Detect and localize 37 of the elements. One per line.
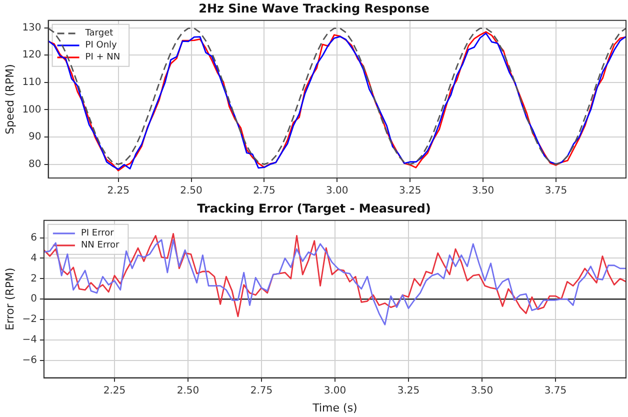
- x-tick-label: 3.75: [544, 186, 568, 197]
- x-tick-label: 3.75: [544, 385, 567, 396]
- x-tick-label: 3.25: [398, 186, 422, 197]
- y-tick-label: 6: [30, 232, 37, 244]
- y-tick-label: −6: [22, 355, 37, 366]
- y-axis-title: Speed (RPM): [3, 64, 16, 134]
- x-tick-label: 2.75: [250, 385, 273, 396]
- y-tick-label: 130: [22, 22, 42, 34]
- x-tick-label: 2.50: [180, 186, 202, 197]
- legend-label: PI + NN: [85, 52, 120, 63]
- x-tick-label: 3.50: [470, 385, 494, 396]
- x-tick-label: 2.50: [176, 385, 200, 396]
- y-tick-label: −2: [22, 314, 37, 326]
- x-tick-label: 2.75: [253, 186, 276, 197]
- legend-label: NN Error: [80, 240, 120, 251]
- x-tick-label: 3.25: [397, 385, 420, 396]
- legend-label: PI Only: [85, 40, 118, 51]
- y-tick-label: 4: [30, 252, 37, 264]
- legend-label: PI Error: [80, 228, 114, 239]
- x-tick-label: 3.00: [324, 385, 346, 396]
- legend-label: Target: [84, 28, 114, 39]
- y-tick-label: 80: [28, 158, 42, 170]
- y-tick-label: 0: [30, 294, 37, 305]
- x-tick-label: 2.25: [103, 385, 126, 396]
- x-tick-label: 2.25: [107, 186, 130, 197]
- y-tick-label: 120: [22, 50, 42, 61]
- x-tick-label: 3.00: [326, 186, 348, 197]
- chart-title: Tracking Error (Target - Measured): [197, 201, 431, 216]
- y-axis-title: Error (RPM): [3, 268, 16, 330]
- y-tick-label: 110: [22, 76, 42, 88]
- y-tick-label: 100: [22, 104, 42, 116]
- x-tick-label: 3.50: [472, 186, 494, 197]
- y-tick-label: 2: [30, 273, 37, 284]
- chart-title: 2Hz Sine Wave Tracking Response: [198, 1, 430, 16]
- y-tick-label: −4: [22, 334, 37, 346]
- x-axis-title: Time (s): [312, 401, 358, 414]
- y-tick-label: 90: [28, 132, 42, 143]
